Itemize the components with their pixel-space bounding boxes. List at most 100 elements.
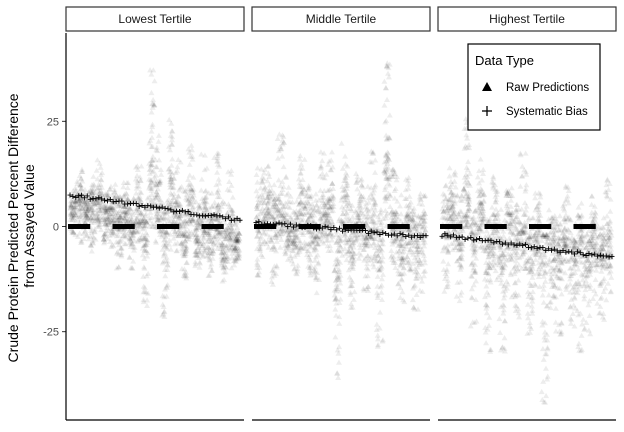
raw-prediction-point — [115, 264, 122, 270]
raw-prediction-point — [215, 150, 222, 156]
raw-prediction-point — [155, 181, 162, 187]
raw-prediction-point — [228, 221, 235, 227]
raw-prediction-point — [190, 189, 197, 195]
raw-prediction-point — [167, 178, 174, 184]
raw-prediction-point — [222, 226, 229, 232]
raw-prediction-point — [154, 213, 161, 220]
raw-prediction-point — [185, 146, 192, 152]
raw-prediction-point — [89, 210, 96, 216]
raw-prediction-point — [141, 217, 148, 224]
raw-prediction-point — [190, 174, 197, 180]
raw-prediction-point — [180, 188, 187, 194]
raw-prediction-point — [137, 223, 144, 229]
raw-prediction-point — [194, 240, 201, 246]
raw-prediction-point — [110, 206, 117, 212]
raw-prediction-point — [110, 243, 117, 249]
raw-prediction-point — [83, 213, 90, 219]
raw-prediction-point — [156, 180, 163, 186]
raw-prediction-point — [214, 203, 221, 210]
raw-prediction-point — [214, 189, 221, 195]
raw-prediction-point — [82, 227, 89, 233]
raw-prediction-point — [253, 188, 260, 194]
raw-prediction-point — [192, 221, 199, 227]
raw-prediction-point — [130, 228, 137, 234]
raw-prediction-point — [540, 299, 547, 305]
raw-prediction-point — [201, 227, 208, 234]
raw-prediction-point — [115, 239, 122, 245]
raw-prediction-point — [67, 211, 74, 217]
raw-prediction-point — [167, 176, 174, 182]
raw-prediction-point — [147, 176, 154, 183]
raw-prediction-point — [176, 187, 183, 193]
raw-prediction-point — [87, 207, 94, 214]
raw-prediction-point — [98, 216, 105, 223]
raw-prediction-point — [158, 171, 165, 177]
raw-prediction-point — [209, 250, 216, 257]
raw-prediction-point — [196, 205, 203, 212]
raw-prediction-point — [140, 215, 147, 221]
raw-prediction-point — [233, 236, 240, 242]
raw-prediction-point — [116, 200, 123, 206]
raw-prediction-point — [92, 215, 99, 221]
raw-prediction-point — [161, 242, 168, 249]
raw-prediction-point — [202, 209, 209, 216]
raw-prediction-point — [177, 213, 184, 219]
raw-prediction-point — [148, 191, 155, 197]
raw-prediction-point — [374, 273, 381, 279]
raw-prediction-point — [189, 194, 196, 200]
raw-prediction-point — [68, 213, 75, 219]
raw-prediction-point — [225, 228, 232, 234]
raw-prediction-point — [189, 215, 196, 222]
raw-prediction-point — [187, 221, 194, 227]
raw-prediction-point — [186, 200, 193, 206]
raw-prediction-point — [68, 213, 75, 220]
raw-prediction-point — [160, 258, 167, 264]
raw-prediction-point — [219, 241, 226, 247]
raw-prediction-point — [196, 260, 203, 266]
raw-prediction-point — [122, 208, 129, 215]
raw-prediction-point — [104, 235, 111, 241]
raw-prediction-point — [83, 216, 90, 223]
raw-prediction-point — [176, 231, 183, 237]
raw-prediction-point — [146, 217, 153, 223]
raw-prediction-point — [181, 218, 188, 224]
raw-prediction-point — [225, 225, 232, 231]
raw-prediction-point — [91, 182, 98, 189]
raw-prediction-point — [151, 199, 158, 206]
raw-prediction-point — [88, 242, 95, 249]
raw-prediction-point — [160, 214, 167, 220]
raw-prediction-point — [508, 197, 515, 203]
raw-prediction-point — [160, 253, 167, 259]
raw-prediction-point — [95, 191, 102, 197]
raw-prediction-point — [142, 212, 149, 219]
raw-prediction-point — [83, 203, 90, 209]
raw-prediction-point — [94, 215, 101, 222]
raw-prediction-point — [101, 202, 108, 209]
raw-prediction-point — [93, 214, 100, 221]
raw-prediction-point — [127, 236, 134, 242]
raw-prediction-point — [170, 190, 177, 196]
raw-prediction-point — [102, 207, 109, 213]
raw-prediction-point — [139, 220, 146, 226]
raw-prediction-point — [198, 187, 205, 193]
raw-prediction-point — [567, 281, 574, 287]
raw-prediction-point — [174, 212, 181, 218]
raw-prediction-point — [96, 221, 103, 227]
raw-prediction-point — [171, 194, 178, 200]
raw-prediction-point — [144, 297, 151, 303]
raw-prediction-point — [81, 205, 88, 212]
raw-prediction-point — [517, 183, 524, 189]
raw-prediction-point — [148, 179, 155, 185]
raw-prediction-point — [338, 140, 345, 146]
raw-prediction-point — [92, 236, 99, 242]
raw-prediction-point — [202, 194, 209, 201]
raw-prediction-point — [181, 217, 188, 223]
raw-prediction-point — [118, 211, 125, 218]
raw-prediction-point — [193, 238, 200, 245]
raw-prediction-point — [146, 170, 153, 176]
raw-prediction-point — [193, 231, 200, 237]
raw-prediction-point — [141, 247, 148, 253]
raw-prediction-point — [154, 215, 161, 221]
raw-prediction-point — [192, 234, 199, 240]
raw-prediction-point — [187, 198, 194, 204]
